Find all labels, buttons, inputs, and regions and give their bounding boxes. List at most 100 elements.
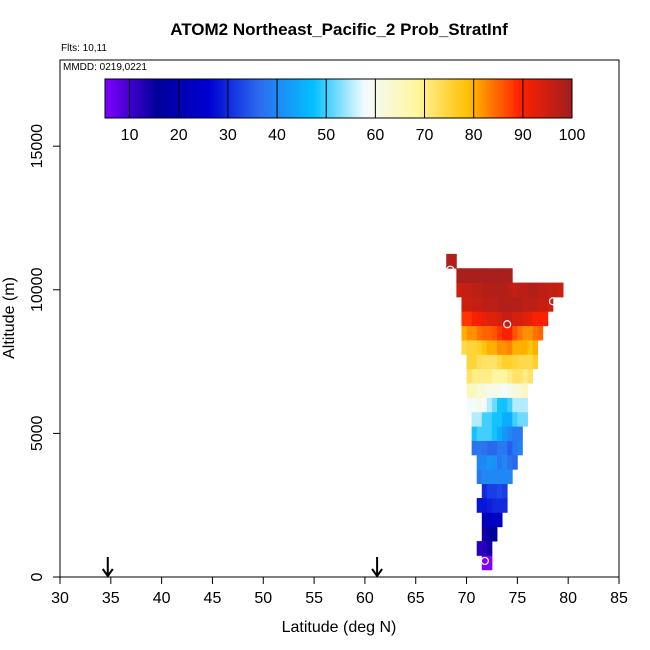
data-cell (502, 296, 508, 312)
colorbar-swatch (357, 79, 361, 118)
data-cell (502, 354, 508, 370)
colorbar-swatch (415, 79, 419, 118)
data-cell (497, 383, 503, 398)
colorbar-swatch (399, 79, 403, 118)
data-cell (461, 311, 467, 327)
data-cell (512, 354, 518, 370)
colorbar-swatch (249, 79, 253, 118)
data-cell (552, 282, 559, 298)
colorbar-swatch (546, 79, 550, 118)
colorbar-swatch (315, 79, 318, 118)
data-cell (476, 383, 483, 398)
data-cell (466, 354, 473, 370)
data-cell (507, 383, 513, 398)
colorbar-swatch (252, 79, 255, 118)
data-cell (476, 368, 483, 384)
colorbar-swatch (231, 79, 234, 118)
colorbar-swatch (259, 79, 262, 118)
colorbar-swatch (382, 79, 386, 118)
data-cell (476, 354, 483, 370)
colorbar-swatch (565, 79, 568, 118)
colorbar-swatch (254, 79, 258, 118)
colorbar-swatch (385, 79, 389, 118)
data-cell (466, 282, 473, 298)
data-cell (486, 454, 493, 470)
data-cell (512, 397, 518, 413)
colorbar-swatch (240, 79, 244, 118)
data-cell (537, 311, 544, 327)
colorbar-swatch (116, 79, 120, 118)
data-cell (491, 368, 498, 384)
colorbar-swatch (168, 79, 171, 118)
data-cell (486, 426, 493, 441)
data-cell (491, 426, 498, 441)
data-cell (517, 368, 523, 384)
colorbar-swatch (541, 79, 545, 118)
colorbar-swatch (427, 79, 431, 118)
colorbar-swatch (179, 79, 183, 118)
colorbar-swatch (389, 79, 393, 118)
chart-title: ATOM2 Northeast_Pacific_2 Prob_StratInf (170, 20, 508, 39)
colorbar-swatch (336, 79, 339, 118)
colorbar-swatch (532, 79, 536, 118)
data-cell (481, 426, 488, 441)
data-cell (491, 512, 498, 528)
data-cell (507, 411, 513, 427)
colorbar-swatch (233, 79, 237, 118)
data-cell (481, 469, 488, 485)
colorbar-swatch (497, 79, 501, 118)
data-cell (512, 411, 518, 427)
colorbar-swatch (126, 79, 129, 118)
data-cell (532, 354, 539, 370)
data-cell (517, 311, 523, 327)
colorbar-swatch (170, 79, 174, 118)
colorbar-swatch (560, 79, 564, 118)
colorbar-swatch (289, 79, 293, 118)
data-cell (486, 296, 493, 312)
x-tick-label: 40 (153, 590, 171, 607)
colorbar-swatch (329, 79, 332, 118)
data-cell (522, 397, 528, 413)
data-cell (486, 311, 493, 327)
data-cell (522, 311, 528, 327)
colorbar-swatch (282, 79, 286, 118)
data-cell (512, 296, 518, 312)
data-cell (512, 340, 518, 355)
data-cell (491, 296, 498, 312)
colorbar-swatch (436, 79, 440, 118)
colorbar-swatch (112, 79, 115, 118)
x-tick-label: 75 (508, 590, 526, 607)
data-cell (491, 397, 498, 413)
data-cell (466, 340, 473, 355)
data-cell (532, 340, 539, 355)
x-tick-label: 85 (610, 590, 628, 607)
colorbar-swatch (387, 79, 391, 118)
data-cell (491, 483, 498, 499)
colorbar-swatch (380, 79, 384, 118)
data-cell (512, 282, 518, 298)
data-cell (466, 368, 473, 384)
data-cell (507, 368, 513, 384)
data-cell (476, 454, 483, 470)
data-cell (486, 354, 493, 370)
data-cell (512, 454, 518, 470)
data-cell (527, 354, 534, 370)
flight-arrow (371, 557, 383, 578)
data-cell (481, 498, 488, 513)
data-cell (507, 325, 513, 341)
colorbar-swatch (144, 79, 148, 118)
data-cell (471, 440, 478, 456)
colorbar-swatch (175, 79, 178, 118)
data-cell (481, 383, 488, 398)
colorbar-swatch (154, 79, 157, 118)
colorbar-swatch (401, 79, 405, 118)
data-cell (517, 296, 523, 312)
data-cell (486, 498, 493, 513)
data-cell (512, 440, 518, 456)
data-cell (507, 311, 513, 327)
data-cell (558, 282, 564, 298)
colorbar-swatch (361, 79, 365, 118)
data-cell (471, 383, 478, 398)
data-cell (537, 282, 544, 298)
data-cell (522, 368, 528, 384)
